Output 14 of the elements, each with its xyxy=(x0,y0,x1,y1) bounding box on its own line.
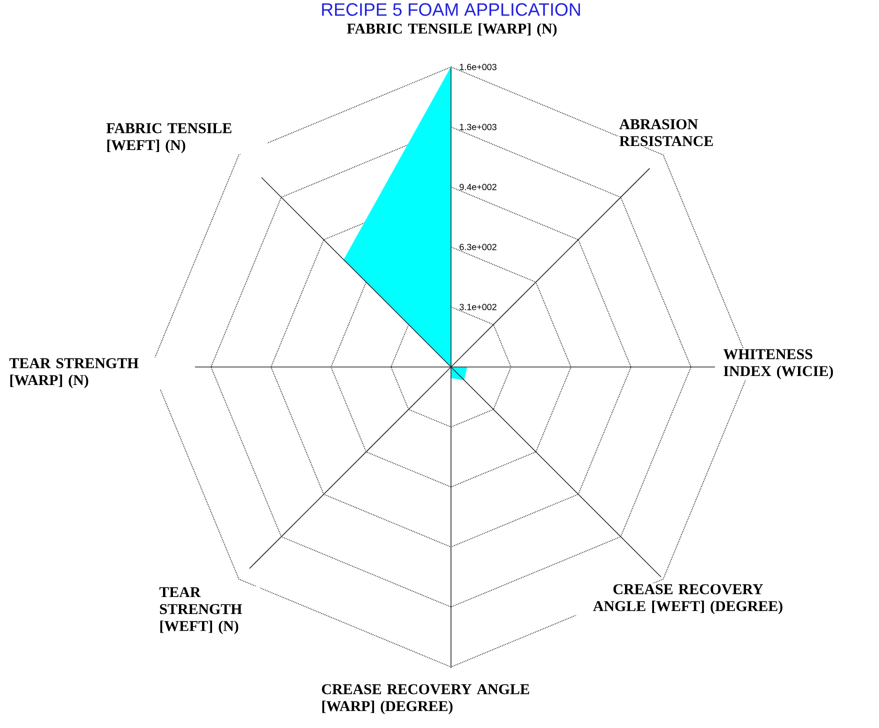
spoke-label: CREASE RECOVERY ANGLE [WEFT] (DEGREE) xyxy=(593,584,782,614)
spoke-label: TEAR STRENGTH [WARP] (N) xyxy=(9,358,138,388)
y-tick-label: 1.6e+003 xyxy=(460,64,496,70)
spoke-label: CREASE RECOVERY ANGLE [WARP] (DEGREE) xyxy=(322,684,530,714)
y-tick-label: 9.4e+002 xyxy=(460,184,496,190)
chart-title: RECIPE 5 FOAM APPLICATION xyxy=(322,3,580,16)
y-tick-label: 6.3e+002 xyxy=(460,244,496,250)
y-tick-label: 1.3e+003 xyxy=(460,124,496,130)
spoke-label: TEAR STRENGTH [WEFT] (N) xyxy=(159,587,242,634)
spoke-label: FABRIC TENSILE [WARP] (N) xyxy=(346,23,557,37)
spoke-label: ABRASION RESISTANCE xyxy=(619,119,713,146)
spoke-label: WHITENESS INDEX (WICIE) xyxy=(723,349,833,380)
spoke-label: FABRIC TENSILE [WEFT] (N) xyxy=(106,123,232,154)
y-tick-label: 3.1e+002 xyxy=(460,304,496,310)
